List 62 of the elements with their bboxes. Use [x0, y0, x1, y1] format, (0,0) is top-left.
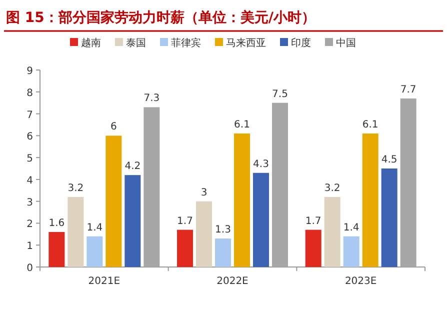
- y-tick-label: 5: [26, 154, 33, 165]
- data-label: 6.1: [234, 119, 250, 130]
- bar: [400, 98, 416, 267]
- legend-label: 泰国: [126, 38, 146, 49]
- y-tick-label: 6: [26, 132, 33, 143]
- data-label: 6.1: [362, 119, 378, 130]
- bar: [86, 236, 103, 267]
- bar: [177, 230, 193, 267]
- data-label: 3: [200, 187, 208, 198]
- chart-title: 图 15：部分国家劳动力时薪（单位：美元/小时）: [6, 9, 316, 26]
- data-label: 1.4: [343, 222, 360, 234]
- bar: [234, 133, 250, 267]
- data-label: 3.2: [324, 182, 340, 194]
- data-label: 7.7: [400, 84, 416, 96]
- bar: [124, 175, 141, 267]
- x-tick-label: 2021E: [88, 276, 120, 287]
- legend-label: 中国: [336, 37, 356, 49]
- data-label: 1.7: [177, 216, 193, 227]
- bar: [144, 107, 160, 267]
- bar: [106, 136, 122, 267]
- legend-item: 印度: [280, 38, 311, 49]
- legend-item: 马来西亚: [215, 38, 266, 49]
- data-label: 7.5: [272, 88, 288, 100]
- bar: [362, 133, 378, 267]
- data-label: 6: [110, 122, 117, 133]
- data-label: 3.2: [68, 182, 84, 194]
- data-label: 1.6: [48, 218, 65, 229]
- bar: [343, 236, 360, 267]
- bar: [68, 196, 84, 267]
- y-tick-label: 7: [26, 110, 33, 121]
- legend-item: 中国: [325, 38, 356, 49]
- data-label: 4.5: [381, 154, 398, 166]
- legend-item: 菲律宾: [160, 38, 201, 49]
- bar: [196, 201, 212, 267]
- y-tick-label: 3: [26, 197, 33, 208]
- y-tick-label: 0: [26, 263, 33, 274]
- legend-label: 印度: [291, 37, 311, 49]
- x-tick-label: 2022E: [216, 276, 248, 287]
- legend-item: 越南: [70, 38, 101, 49]
- legend-label: 菲律宾: [171, 37, 201, 49]
- y-tick-label: 9: [26, 66, 33, 77]
- y-tick-label: 2: [26, 219, 33, 230]
- bar: [272, 102, 288, 267]
- bar: [305, 230, 322, 267]
- x-tick-label: 2023E: [344, 276, 377, 287]
- legend-label: 越南: [81, 37, 101, 49]
- y-tick-label: 8: [26, 88, 33, 99]
- data-label: 7.3: [144, 93, 160, 104]
- y-tick-label: 1: [26, 241, 33, 252]
- bar: [253, 172, 269, 267]
- data-label: 1.4: [86, 222, 103, 234]
- bar: [48, 232, 65, 267]
- bar: [215, 238, 231, 267]
- legend-label: 马来西亚: [226, 37, 266, 49]
- data-label: 1.3: [215, 224, 231, 236]
- bar: [324, 196, 340, 267]
- data-label: 4.2: [124, 161, 141, 172]
- y-tick-label: 4: [26, 175, 33, 186]
- bar: [381, 168, 398, 267]
- data-label: 4.3: [253, 158, 269, 170]
- legend-item: 泰国: [115, 38, 146, 49]
- data-label: 1.7: [305, 216, 322, 227]
